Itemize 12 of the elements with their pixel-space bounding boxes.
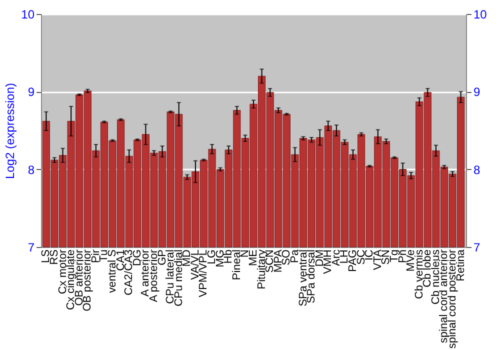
y2-tick-label: 7: [474, 240, 480, 254]
y-tick-label: 8: [28, 162, 35, 177]
x-tick-label: Tg: [388, 250, 400, 262]
y-axis-title: Log2 (expression): [3, 82, 18, 180]
x-tick-label: OB posterior: [82, 249, 94, 312]
y-tick-label: 7: [28, 240, 35, 254]
y-tick-label: 10: [21, 8, 35, 22]
x-tick-label: Retina: [454, 248, 467, 282]
y2-tick-label: 8: [474, 162, 480, 177]
y-tick-label: 9: [28, 85, 35, 100]
y2-tick-label: 9: [474, 85, 480, 100]
y2-tick-label: 10: [474, 8, 488, 22]
